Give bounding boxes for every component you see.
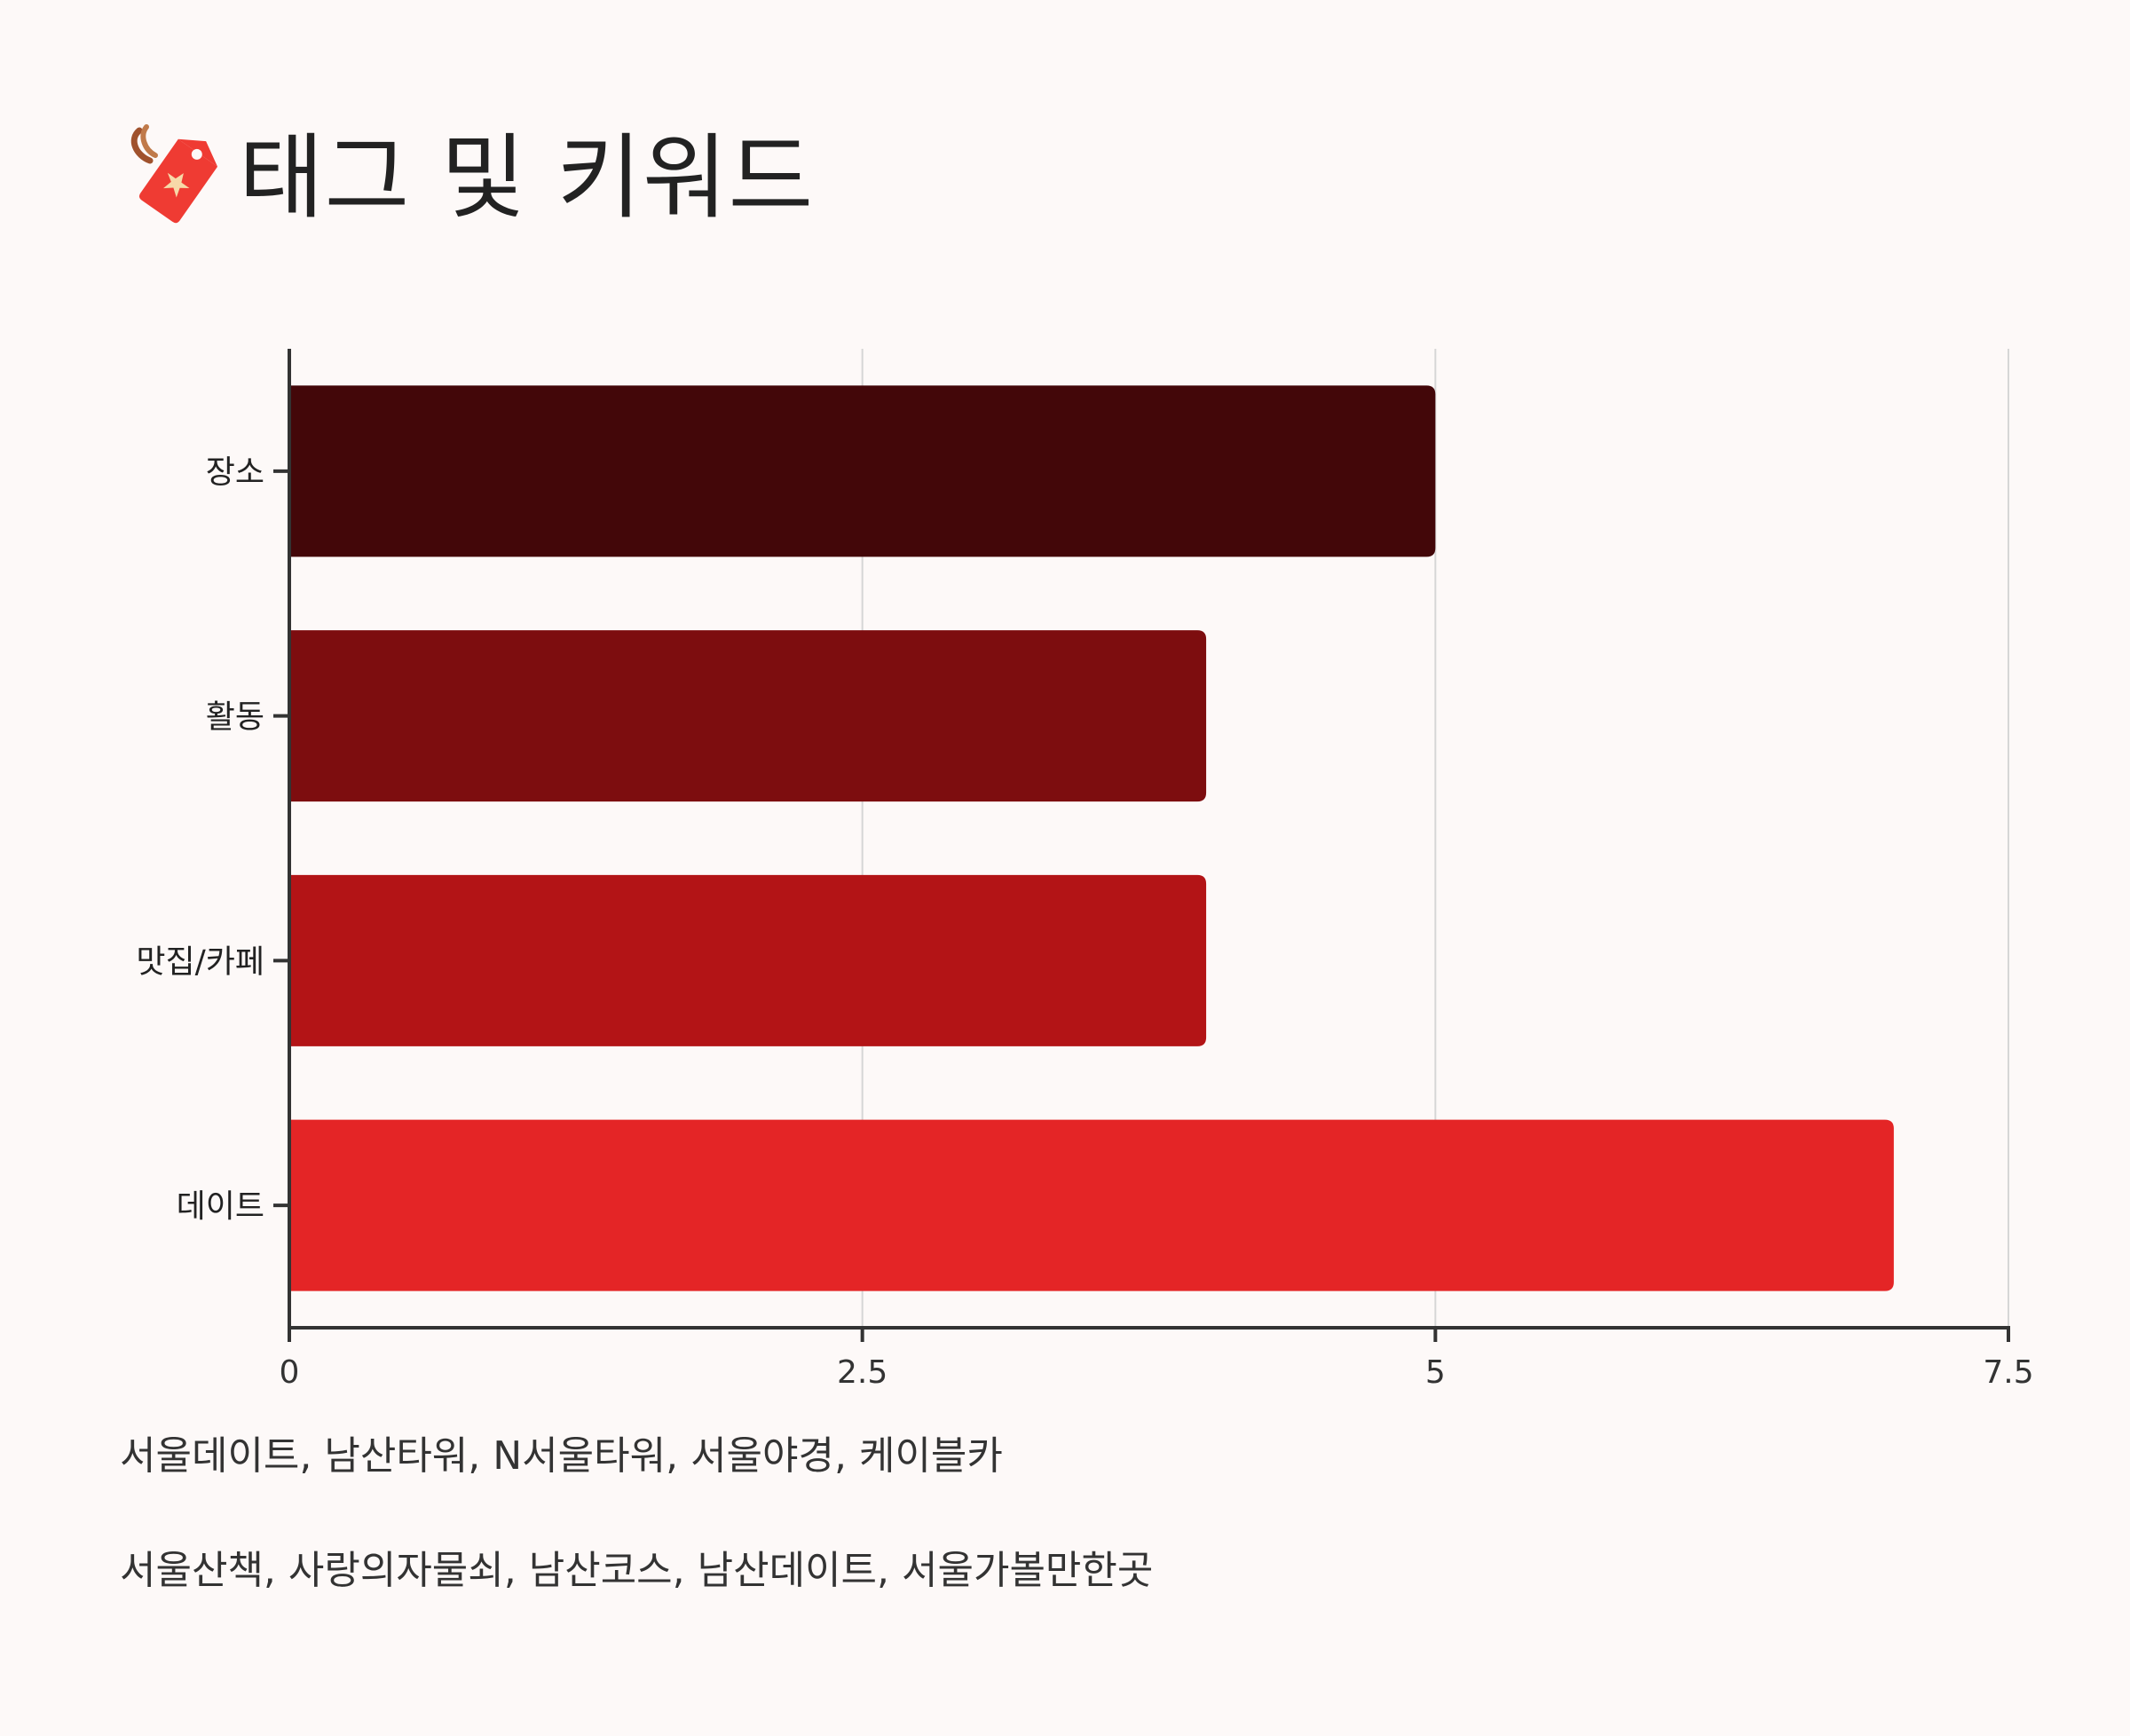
x-tick-label-3: 7.5 — [1983, 1354, 2033, 1391]
x-tick-label-2: 5 — [1425, 1354, 1446, 1391]
category-label-1: 활동 — [206, 699, 264, 736]
category-label-3: 데이트 — [177, 1188, 264, 1225]
keyword-line-1: 서울데이트, 남산타워, N서울타워, 서울야경, 케이블카 — [120, 1433, 1003, 1479]
bar-2 — [289, 874, 1207, 1046]
bar-1 — [289, 630, 1207, 802]
page-title: 태그 및 키워드 — [120, 115, 814, 240]
x-tick-label-0: 0 — [280, 1354, 300, 1391]
tag-icon — [120, 120, 235, 235]
bar-0 — [289, 385, 1436, 557]
category-label-2: 맛집/카페 — [136, 943, 264, 980]
keyword-block: 서울데이트, 남산타워, N서울타워, 서울야경, 케이블카 서울산책, 사랑의… — [120, 1433, 2028, 1595]
keyword-line-2: 서울산책, 사랑의자물쇠, 남산코스, 남산데이트, 서울가볼만한곳 — [120, 1547, 1154, 1593]
bar-3 — [289, 1119, 1894, 1291]
title-text: 태그 및 키워드 — [239, 123, 815, 232]
x-tick-label-1: 2.5 — [837, 1354, 888, 1391]
category-label-0: 장소 — [206, 454, 264, 491]
